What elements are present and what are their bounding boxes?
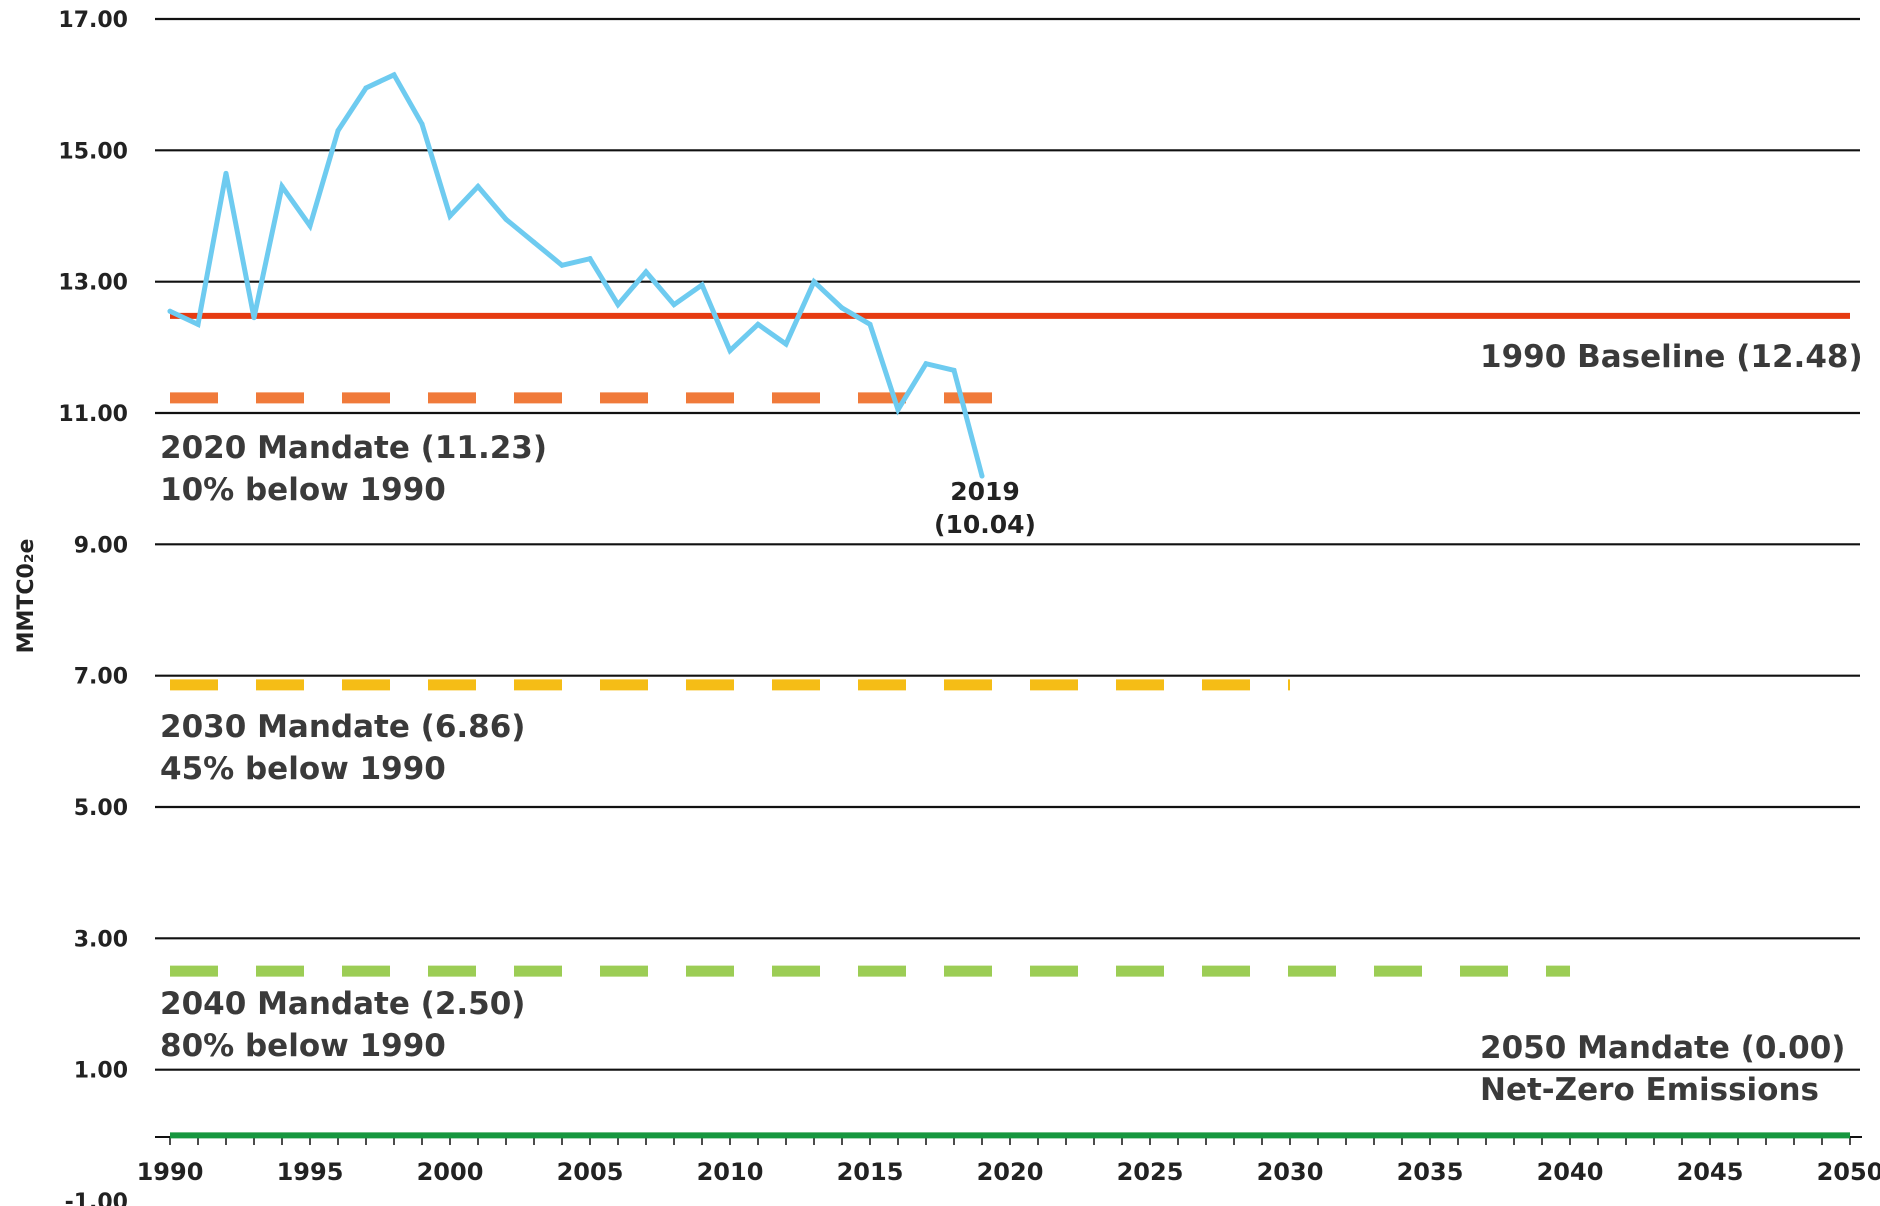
y-tick-label: 7.00 [74,665,128,690]
emissions-data-point [335,128,341,134]
emissions-data-point [811,279,817,285]
emissions-data-point [643,269,649,275]
x-tick-label: 2015 [837,1158,904,1186]
mandate-2050-label: 2050 Mandate (0.00) [1480,1030,1845,1066]
y-tick-label: 5.00 [74,796,128,821]
emissions-data-point [279,183,285,189]
y-tick-label: 1.00 [74,1059,128,1084]
emissions-data-point [195,321,201,327]
y-tick-label: 13.00 [58,271,128,296]
emissions-data-point [223,170,229,176]
emissions-data-point [727,348,733,354]
emissions-data-point [867,321,873,327]
emissions-data-point [587,256,593,262]
emissions-data-point [839,305,845,311]
mandate-2040-label: 2040 Mandate (2.50) [160,986,525,1022]
y-tick-label: 15.00 [58,139,128,164]
x-axis: 1990 1995 2000 2005 2010 2015 2020 2025 2030 2035… [137,1136,1880,1186]
emissions-data-point [531,239,537,245]
x-tick-label: 2030 [1257,1158,1324,1186]
emissions-data-point [447,213,453,219]
mandate-2040-sublabel: 80% below 1990 [160,1028,446,1064]
y-tick-label: 17.00 [58,8,128,33]
y-tick-label: 9.00 [74,533,128,558]
emissions-data-point [671,302,677,308]
y-tick-label: 11.00 [58,402,128,427]
x-tick-label: 2035 [1397,1158,1464,1186]
y-tick-label: -1.00 [65,1190,128,1206]
x-tick-label: 2000 [417,1158,484,1186]
emissions-data-point [503,216,509,222]
emissions-data-point [251,315,257,321]
x-tick-label: 2050 [1817,1158,1880,1186]
y-axis-ticks: 17.00 15.00 13.00 11.00 9.00 7.00 5.00 3.00 1.00… [58,8,128,1206]
emissions-data-point [783,341,789,347]
mandate-2030-sublabel: 45% below 1990 [160,751,446,787]
emissions-series-line [167,71,985,479]
mandate-lines [170,312,1850,1139]
y-axis-title: MMTC0₂e [14,539,39,654]
emissions-data-point [923,361,929,367]
x-tick-label: 2025 [1117,1158,1184,1186]
mandate-2030-label: 2030 Mandate (6.86) [160,709,525,745]
x-tick-label: 2020 [977,1158,1044,1186]
y-tick-label: 3.00 [74,927,128,952]
x-tick-label: 2010 [697,1158,764,1186]
x-tick-label: 2040 [1537,1158,1604,1186]
x-tick-label: 2005 [557,1158,624,1186]
last-point-year-label: 2019 [950,477,1020,506]
emissions-data-point [699,282,705,288]
emissions-data-point [363,85,369,91]
baseline-label: 1990 Baseline (12.48) [1480,339,1863,375]
x-tick-label: 1990 [137,1158,204,1186]
emissions-data-point [419,121,425,127]
series-layer [167,71,985,479]
emissions-data-point [167,308,173,314]
mandate-2020-sublabel: 10% below 1990 [160,472,446,508]
last-point-value-label: (10.04) [934,510,1036,539]
emissions-data-point [951,367,957,373]
gridlines [155,17,1860,1071]
x-tick-label: 2045 [1677,1158,1744,1186]
mandate-2050-sublabel: Net-Zero Emissions [1480,1072,1819,1108]
emissions-data-point [979,473,985,479]
mandate-2020-label: 2020 Mandate (11.23) [160,430,547,466]
emissions-data-point [391,72,397,78]
emissions-data-point [615,302,621,308]
emissions-data-point [475,183,481,189]
emissions-data-point [307,223,313,229]
emissions-data-point [755,321,761,327]
emissions-data-point [559,262,565,268]
emissions-data-point [895,407,901,413]
x-tick-label: 1995 [277,1158,344,1186]
